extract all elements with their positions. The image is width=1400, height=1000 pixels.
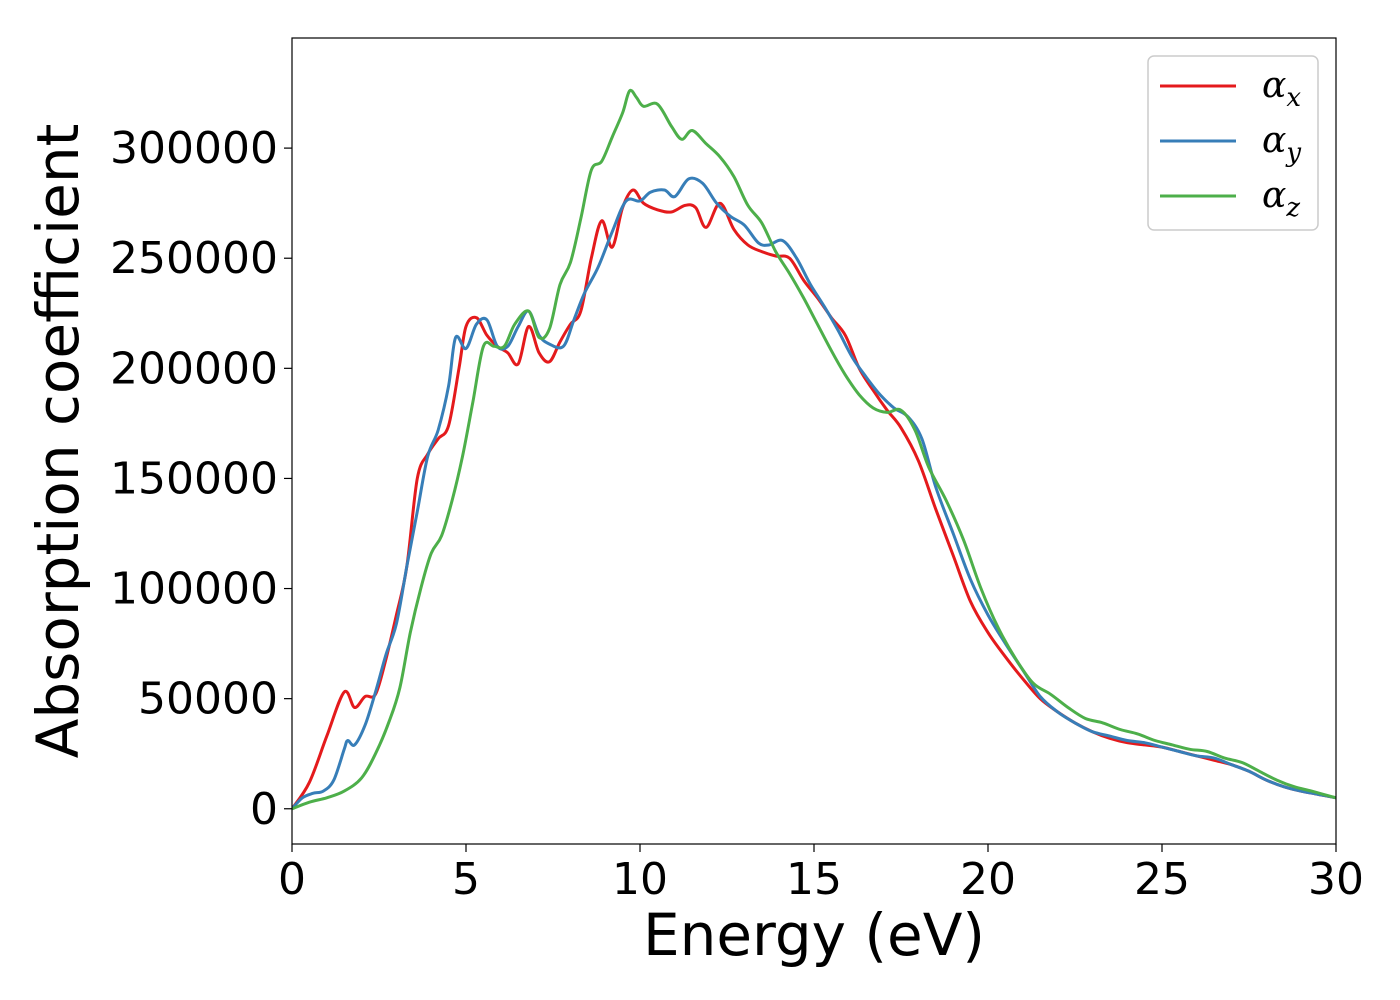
series-line-alpha-z [292,88,1336,811]
x-tick-label: 30 [1308,854,1364,905]
y-tick-label: 150000 [110,453,278,504]
y-tick-label: 0 [250,784,278,835]
y-axis-label: Absorption coefficient [24,124,92,759]
x-tick-label: 20 [960,854,1016,905]
series-layer [292,88,1336,811]
y-tick-label: 100000 [110,564,278,615]
x-axis-label: Energy (eV) [643,901,985,969]
x-tick-label: 25 [1134,854,1190,905]
legend-label-alpha-y: αy [1262,120,1301,168]
y-tick-label: 50000 [138,674,278,725]
x-tick-label: 15 [786,854,842,905]
y-axis-ticks: 0 50000 100000 150000 200000 250000 300000 [110,123,292,835]
legend-frame [1147,55,1319,231]
x-axis-ticks: 0 5 10 15 20 25 30 [278,844,1364,905]
x-tick-label: 0 [278,854,306,905]
legend-label-alpha-z: αz [1262,175,1300,223]
y-tick-label: 200000 [110,343,278,394]
series-line-alpha-y [292,176,1336,810]
y-tick-label: 300000 [110,123,278,174]
legend-label-alpha-x: αx [1262,65,1301,113]
y-tick-label: 250000 [110,233,278,284]
x-tick-label: 5 [452,854,480,905]
x-tick-label: 10 [612,854,668,905]
legend: αx αy αz [1147,55,1319,231]
series-line-alpha-x [292,188,1336,810]
